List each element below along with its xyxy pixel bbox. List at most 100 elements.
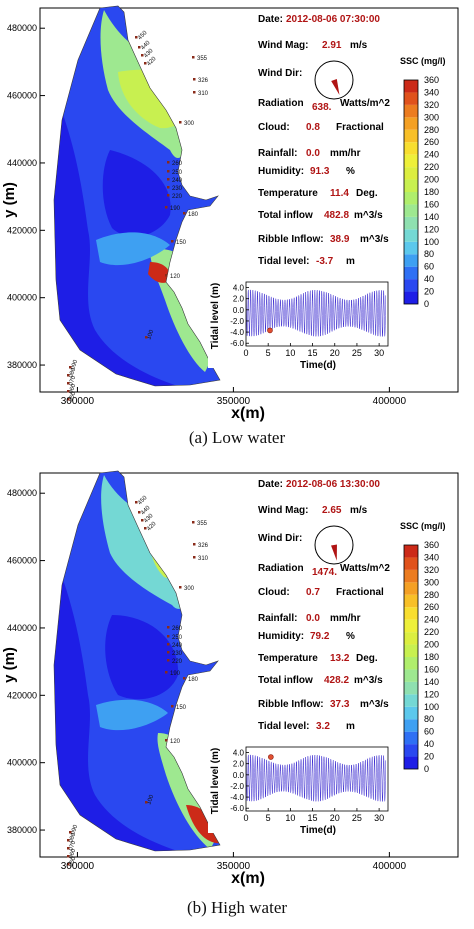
- rainfall-unit: mm/hr: [330, 613, 361, 624]
- station-label: 120: [170, 739, 181, 745]
- ssc-region-hotspot-south: [148, 262, 171, 283]
- colorbar-label: 80: [424, 249, 434, 259]
- colorbar-swatch: [404, 545, 418, 558]
- tidal-level-line: [245, 289, 386, 337]
- station-label: 180: [188, 212, 199, 218]
- station-label: 060: [68, 848, 77, 860]
- radiation-label: Radiation: [258, 563, 304, 574]
- cloud-label: Cloud:: [258, 587, 290, 598]
- station-marker: [167, 635, 170, 638]
- date-value: 2012-08-06 13:30:00: [286, 479, 380, 490]
- x-tick-label: 400000: [373, 396, 407, 407]
- radiation-value: 638.: [312, 102, 332, 113]
- colorbar-swatch: [404, 204, 418, 217]
- colorbar-swatch: [404, 632, 418, 645]
- station-marker: [67, 855, 70, 858]
- radiation-unit: Watts/m^2: [340, 98, 390, 109]
- station-label: 100: [146, 329, 155, 341]
- inflow-value: 428.2: [324, 675, 349, 686]
- y-tick-label: 420000: [7, 225, 37, 235]
- tidal-current-marker: [267, 327, 273, 334]
- colorbar-label: 280: [424, 590, 439, 600]
- inset-x-tick-label: 15: [308, 348, 318, 358]
- humidity-unit: %: [346, 166, 355, 177]
- plot-frame: [39, 472, 459, 858]
- colorbar-swatch: [404, 681, 418, 695]
- station-marker: [167, 194, 170, 197]
- colorbar-label: 60: [424, 727, 434, 737]
- station-marker: [145, 801, 148, 804]
- station-label: 090: [70, 359, 79, 371]
- x-tick-label: 400000: [373, 861, 407, 872]
- colorbar-title: SSC (mg/l): [400, 521, 446, 531]
- colorbar-label: 240: [424, 150, 439, 160]
- inset-x-tick-label: 20: [330, 348, 340, 358]
- station-marker: [167, 178, 170, 181]
- y-tick-label: 400000: [7, 758, 37, 768]
- wind-mag-label: Wind Mag:: [258, 505, 308, 516]
- colorbar-swatch: [404, 179, 418, 192]
- colorbar-swatch: [404, 129, 418, 143]
- inflow-unit: m^3/s: [354, 210, 383, 221]
- colorbar-label: 280: [424, 125, 439, 135]
- station-label: 050: [68, 856, 77, 868]
- wind-mag-value: 2.91: [322, 40, 342, 51]
- colorbar-title: SSC (mg/l): [400, 56, 446, 66]
- colorbar-label: 140: [424, 212, 439, 222]
- station-label: 300: [184, 121, 195, 127]
- y-tick-label: 400000: [7, 293, 37, 303]
- inset-y-tick-label: -2.0: [230, 782, 244, 791]
- wind-mag-unit: m/s: [350, 505, 368, 516]
- x-tick-label: 300000: [61, 396, 95, 407]
- colorbar-swatch: [404, 644, 418, 657]
- ribble-unit: m^3/s: [360, 699, 389, 710]
- station-label: 150: [176, 240, 187, 246]
- temperature-value: 11.4: [330, 188, 349, 199]
- ssc-region-mid-shelf: [96, 699, 168, 731]
- y-tick-label: 460000: [7, 556, 37, 566]
- station-label: 355: [197, 56, 208, 62]
- colorbar-label: 260: [424, 137, 439, 147]
- colorbar-label: 120: [424, 224, 439, 234]
- station-label: 190: [170, 671, 181, 677]
- y-tick-label: 420000: [7, 690, 37, 700]
- inset-x-tick-label: 5: [266, 813, 271, 823]
- station-marker: [67, 839, 70, 842]
- inset-y-tick-label: 0.0: [233, 771, 245, 780]
- station-label: 120: [170, 274, 181, 280]
- cloud-unit: Fractional: [336, 587, 384, 598]
- station-label: 326: [198, 543, 209, 549]
- colorbar-swatch: [404, 154, 418, 168]
- colorbar-label: 220: [424, 162, 439, 172]
- inset-background: [208, 733, 394, 833]
- inset-y-tick-label: -2.0: [230, 317, 244, 326]
- ssc-region-hotspot-south: [186, 805, 220, 844]
- colorbar-swatch: [404, 731, 418, 745]
- colorbar-label: 40: [424, 274, 434, 284]
- inset-y-tick-label: -4.0: [230, 793, 244, 802]
- station-label: 430: [143, 48, 155, 60]
- station-label: 250: [172, 170, 183, 176]
- colorbar-swatch: [404, 619, 418, 633]
- inset-x-tick-label: 0: [243, 348, 248, 358]
- x-axis-label: x(m): [231, 870, 265, 887]
- ssc-region-deep-low: [54, 525, 190, 851]
- cloud-label: Cloud:: [258, 122, 290, 133]
- y-tick-label: 380000: [7, 825, 37, 835]
- wind-direction-arrow: [331, 544, 337, 561]
- colorbar-swatch: [404, 706, 418, 720]
- y-tick-label: 480000: [7, 488, 37, 498]
- y-axis-label: y (m): [1, 647, 18, 683]
- colorbar-label: 360: [424, 75, 439, 85]
- station-marker: [144, 62, 147, 65]
- tidal-value: -3.7: [316, 256, 334, 267]
- colorbar-label: 260: [424, 602, 439, 612]
- tidal-current-marker: [268, 754, 274, 760]
- station-label: 450: [137, 495, 149, 507]
- station-label: 080: [68, 832, 77, 844]
- station-label: 326: [198, 78, 209, 84]
- wind-dir-label: Wind Dir:: [258, 533, 302, 544]
- panel-high-water: 450 440 430 420 355 326 310 300 260 250 240 230 220 1…: [0, 465, 474, 929]
- colorbar-swatch: [404, 92, 418, 105]
- station-marker: [67, 847, 70, 850]
